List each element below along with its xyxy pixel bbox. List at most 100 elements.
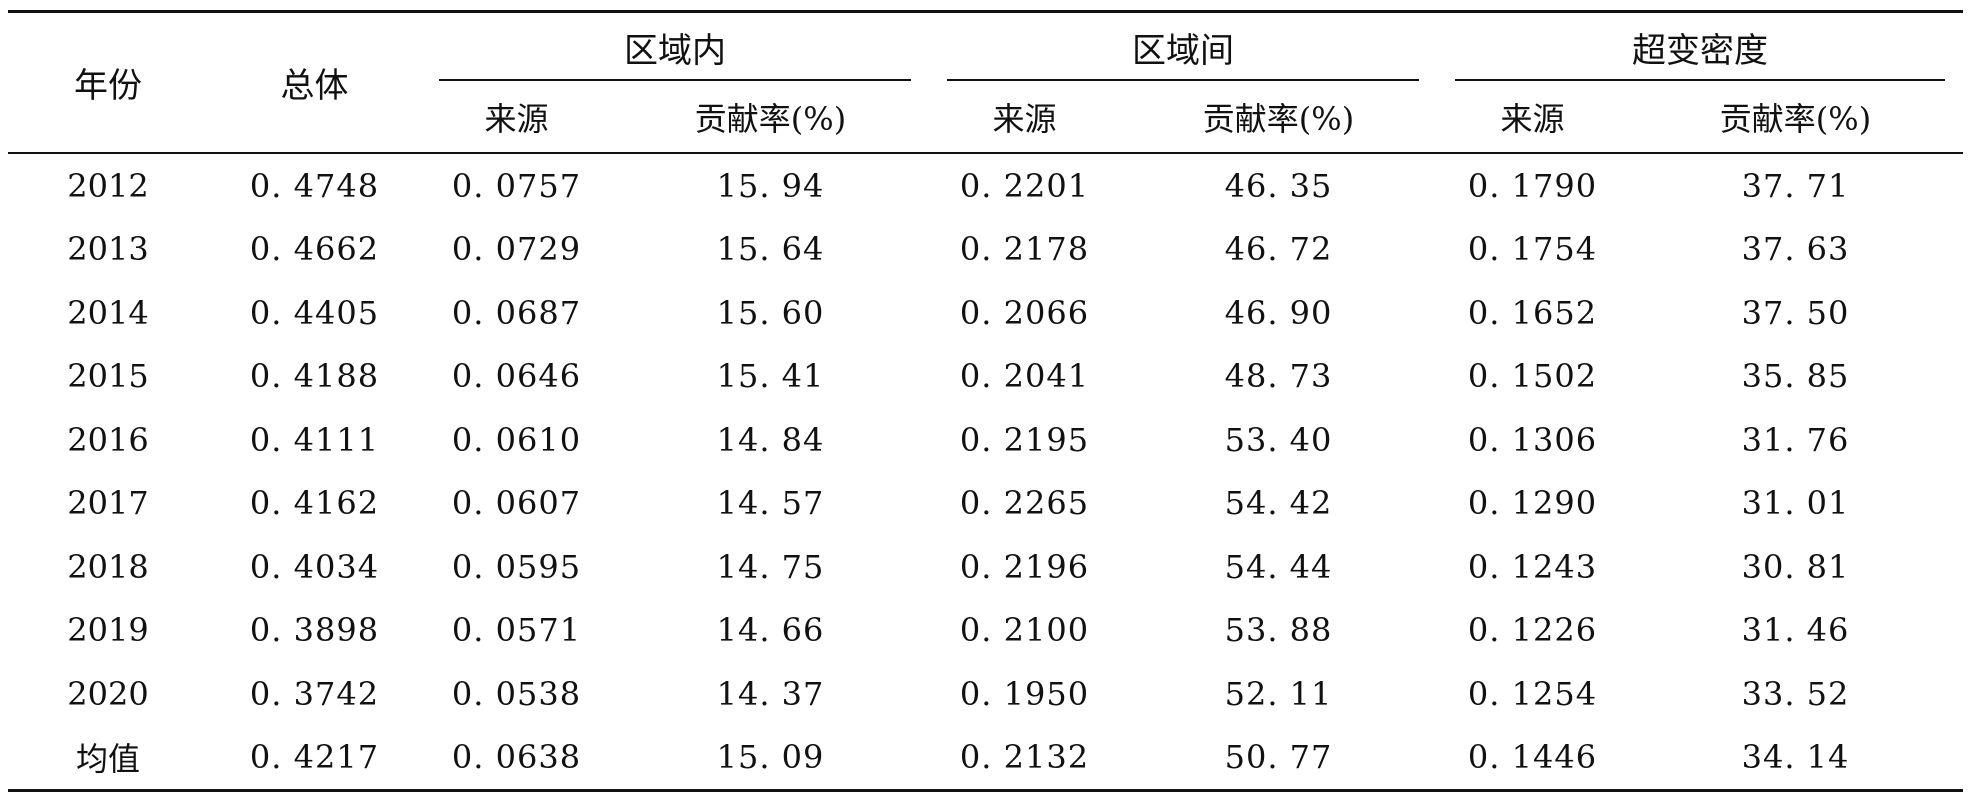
cell-inter-source: 0. 1950 — [959, 674, 1090, 713]
cell-year: 2019 — [67, 611, 149, 650]
table-row: 2012 0. 4748 0. 0757 15. 94 0. 2201 46. … — [8, 153, 1963, 218]
cell-intra-source: 0. 0538 — [451, 674, 582, 713]
table-row-mean: 均值 0. 4217 0. 0638 15. 09 0. 2132 50. 77… — [8, 725, 1963, 792]
cell-year: 均值 — [8, 725, 208, 792]
header-group-inter-rule — [947, 79, 1419, 81]
header-group-intra: 区域内 — [421, 10, 929, 81]
cell-transvariation-contribution: 37. 63 — [1741, 230, 1850, 269]
table-row: 2013 0. 4662 0. 0729 15. 64 0. 2178 46. … — [8, 218, 1963, 282]
cell-inter-source: 0. 2066 — [959, 293, 1090, 332]
cell-overall: 0. 4111 — [249, 420, 380, 459]
cell-transvariation-source: 0. 1254 — [1467, 674, 1598, 713]
cell-intra-source: 0. 0638 — [421, 725, 612, 792]
cell-intra-source: 0. 0687 — [451, 293, 582, 332]
cell-inter-source: 0. 2201 — [959, 166, 1090, 205]
cell-transvariation-contribution: 37. 71 — [1741, 166, 1850, 205]
table-header: 年份 总体 区域内 区域间 超变密度 来源 贡献率(%) 来源 — [8, 10, 1963, 154]
cell-intra-contribution: 14. 75 — [716, 547, 825, 586]
table-row: 2017 0. 4162 0. 0607 14. 57 0. 2265 54. … — [8, 472, 1963, 536]
cell-intra-source: 0. 0607 — [451, 484, 582, 523]
header-intra-contribution: 贡献率(%) — [612, 81, 929, 154]
cell-inter-contribution: 48. 73 — [1224, 357, 1333, 396]
cell-transvariation-source: 0. 1290 — [1467, 484, 1598, 523]
cell-transvariation-contribution: 34. 14 — [1628, 725, 1963, 792]
header-inter-contribution: 贡献率(%) — [1120, 81, 1437, 154]
table-body: 2012 0. 4748 0. 0757 15. 94 0. 2201 46. … — [8, 153, 1963, 792]
cell-inter-contribution: 46. 90 — [1224, 293, 1333, 332]
cell-inter-source: 0. 2178 — [959, 230, 1090, 269]
cell-intra-contribution: 15. 94 — [716, 166, 825, 205]
header-group-transvariation-rule — [1455, 79, 1945, 81]
cell-year: 2014 — [67, 293, 149, 332]
cell-inter-source: 0. 2041 — [959, 357, 1090, 396]
cell-overall: 0. 3742 — [249, 674, 380, 713]
cell-inter-contribution: 53. 88 — [1224, 611, 1333, 650]
cell-intra-contribution: 15. 64 — [716, 230, 825, 269]
cell-inter-contribution: 54. 44 — [1224, 547, 1333, 586]
cell-overall: 0. 4162 — [249, 484, 380, 523]
cell-inter-contribution: 53. 40 — [1224, 420, 1333, 459]
cell-year: 2015 — [67, 357, 149, 396]
cell-inter-source: 0. 2100 — [959, 611, 1090, 650]
cell-overall: 0. 4662 — [249, 230, 380, 269]
cell-year: 2012 — [67, 166, 149, 205]
cell-inter-source: 0. 2132 — [929, 725, 1120, 792]
header-group-transvariation-label: 超变密度 — [1632, 30, 1768, 71]
cell-overall: 0. 4405 — [249, 293, 380, 332]
cell-intra-source: 0. 0757 — [451, 166, 582, 205]
cell-transvariation-contribution: 31. 01 — [1741, 484, 1850, 523]
table-row: 2016 0. 4111 0. 0610 14. 84 0. 2195 53. … — [8, 408, 1963, 472]
cell-year: 2017 — [67, 484, 149, 523]
cell-intra-contribution: 15. 60 — [716, 293, 825, 332]
cell-intra-contribution: 15. 09 — [612, 725, 929, 792]
cell-intra-source: 0. 0610 — [451, 420, 582, 459]
cell-inter-source: 0. 2195 — [959, 420, 1090, 459]
header-group-inter: 区域间 — [929, 10, 1437, 81]
cell-inter-contribution: 52. 11 — [1224, 674, 1333, 713]
cell-year: 2020 — [67, 674, 149, 713]
cell-transvariation-contribution: 37. 50 — [1741, 293, 1850, 332]
cell-overall: 0. 4034 — [249, 547, 380, 586]
cell-year: 2016 — [67, 420, 149, 459]
cell-transvariation-source: 0. 1226 — [1467, 611, 1598, 650]
cell-intra-contribution: 14. 84 — [716, 420, 825, 459]
cell-transvariation-contribution: 30. 81 — [1741, 547, 1850, 586]
cell-intra-contribution: 14. 37 — [716, 674, 825, 713]
cell-transvariation-source: 0. 1754 — [1467, 230, 1598, 269]
table-row: 2015 0. 4188 0. 0646 15. 41 0. 2041 48. … — [8, 345, 1963, 409]
header-group-inter-label: 区域间 — [1132, 30, 1234, 71]
cell-inter-source: 0. 2265 — [959, 484, 1090, 523]
cell-year: 2013 — [67, 230, 149, 269]
cell-inter-source: 0. 2196 — [959, 547, 1090, 586]
header-year: 年份 — [8, 10, 208, 154]
cell-inter-contribution: 46. 35 — [1224, 166, 1333, 205]
cell-overall: 0. 4217 — [208, 725, 421, 792]
cell-intra-contribution: 15. 41 — [716, 357, 825, 396]
cell-transvariation-source: 0. 1502 — [1467, 357, 1598, 396]
cell-intra-contribution: 14. 57 — [716, 484, 825, 523]
cell-inter-contribution: 46. 72 — [1224, 230, 1333, 269]
cell-intra-source: 0. 0646 — [451, 357, 582, 396]
cell-intra-source: 0. 0729 — [451, 230, 582, 269]
cell-transvariation-source: 0. 1790 — [1467, 166, 1598, 205]
cell-transvariation-contribution: 33. 52 — [1741, 674, 1850, 713]
header-transvariation-contribution: 贡献率(%) — [1628, 81, 1963, 154]
cell-intra-contribution: 14. 66 — [716, 611, 825, 650]
decomposition-table: 年份 总体 区域内 区域间 超变密度 来源 贡献率(%) 来源 — [8, 10, 1963, 792]
table-row: 2014 0. 4405 0. 0687 15. 60 0. 2066 46. … — [8, 281, 1963, 345]
header-group-intra-label: 区域内 — [624, 30, 726, 71]
cell-year: 2018 — [67, 547, 149, 586]
table-row: 2018 0. 4034 0. 0595 14. 75 0. 2196 54. … — [8, 535, 1963, 599]
header-transvariation-source: 来源 — [1437, 81, 1628, 154]
decomposition-table-container: 年份 总体 区域内 区域间 超变密度 来源 贡献率(%) 来源 — [8, 10, 1963, 792]
cell-intra-source: 0. 0571 — [451, 611, 582, 650]
cell-transvariation-contribution: 31. 76 — [1741, 420, 1850, 459]
cell-inter-contribution: 50. 77 — [1120, 725, 1437, 792]
header-group-transvariation: 超变密度 — [1437, 10, 1963, 81]
cell-transvariation-source: 0. 1652 — [1467, 293, 1598, 332]
cell-transvariation-contribution: 31. 46 — [1741, 611, 1850, 650]
cell-overall: 0. 3898 — [249, 611, 380, 650]
table-row: 2020 0. 3742 0. 0538 14. 37 0. 1950 52. … — [8, 662, 1963, 726]
header-row-top: 年份 总体 区域内 区域间 超变密度 — [8, 10, 1963, 154]
cell-overall: 0. 4748 — [249, 166, 380, 205]
